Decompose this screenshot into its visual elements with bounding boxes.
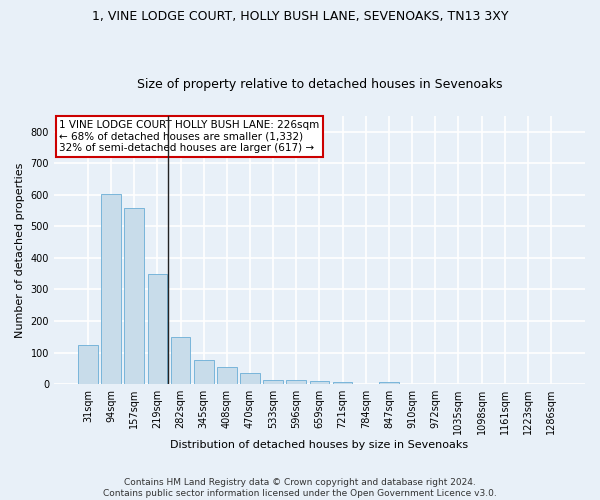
Bar (333, 382, 352, 384)
Bar (101, 194, 121, 384)
Title: Size of property relative to detached houses in Sevenoaks: Size of property relative to detached ho… (137, 78, 502, 91)
Bar (124, 208, 144, 384)
Bar (310, 381, 329, 384)
Text: 1 VINE LODGE COURT HOLLY BUSH LANE: 226sqm
← 68% of detached houses are smaller : 1 VINE LODGE COURT HOLLY BUSH LANE: 226s… (59, 120, 319, 153)
Bar (286, 380, 306, 384)
Text: 1, VINE LODGE COURT, HOLLY BUSH LANE, SEVENOAKS, TN13 3XY: 1, VINE LODGE COURT, HOLLY BUSH LANE, SE… (92, 10, 508, 23)
Bar (217, 366, 236, 384)
Y-axis label: Number of detached properties: Number of detached properties (15, 162, 25, 338)
Bar (148, 274, 167, 384)
Bar (240, 374, 260, 384)
Text: Contains HM Land Registry data © Crown copyright and database right 2024.
Contai: Contains HM Land Registry data © Crown c… (103, 478, 497, 498)
Bar (379, 382, 399, 384)
Bar (170, 336, 190, 384)
Bar (263, 380, 283, 384)
X-axis label: Distribution of detached houses by size in Sevenoaks: Distribution of detached houses by size … (170, 440, 469, 450)
Bar (194, 360, 214, 384)
Bar (78, 344, 98, 384)
